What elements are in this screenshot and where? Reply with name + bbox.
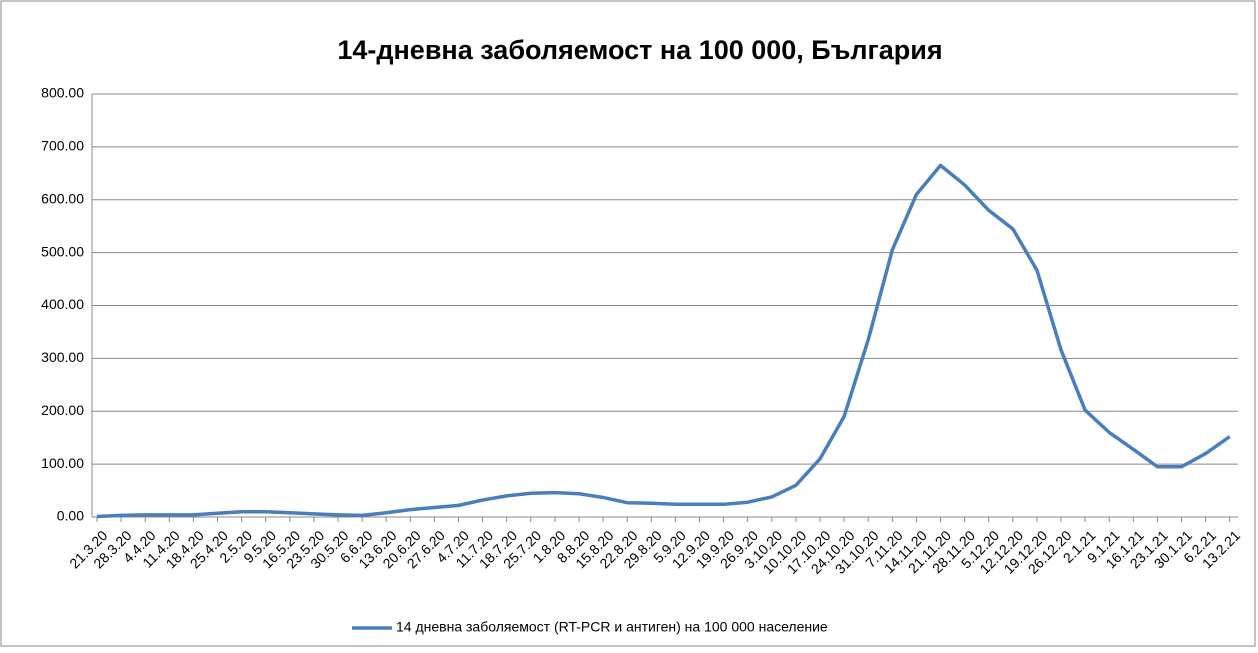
y-tick-label: 100.00 [41, 455, 84, 471]
legend-label: 14 дневна заболяемост (RT-PCR и антиген)… [396, 619, 828, 635]
y-tick-label: 0.00 [57, 508, 84, 524]
y-tick-label: 800.00 [41, 85, 84, 101]
y-tick-label: 200.00 [41, 402, 84, 418]
y-tick-label: 600.00 [41, 190, 84, 206]
y-tick-label: 300.00 [41, 349, 84, 365]
y-tick-label: 700.00 [41, 138, 84, 154]
data-line [96, 163, 1231, 519]
chart-title: 14-дневна заболяемост на 100 000, Българ… [337, 35, 942, 65]
y-tick-label: 500.00 [41, 243, 84, 259]
y-tick-label: 400.00 [41, 296, 84, 312]
